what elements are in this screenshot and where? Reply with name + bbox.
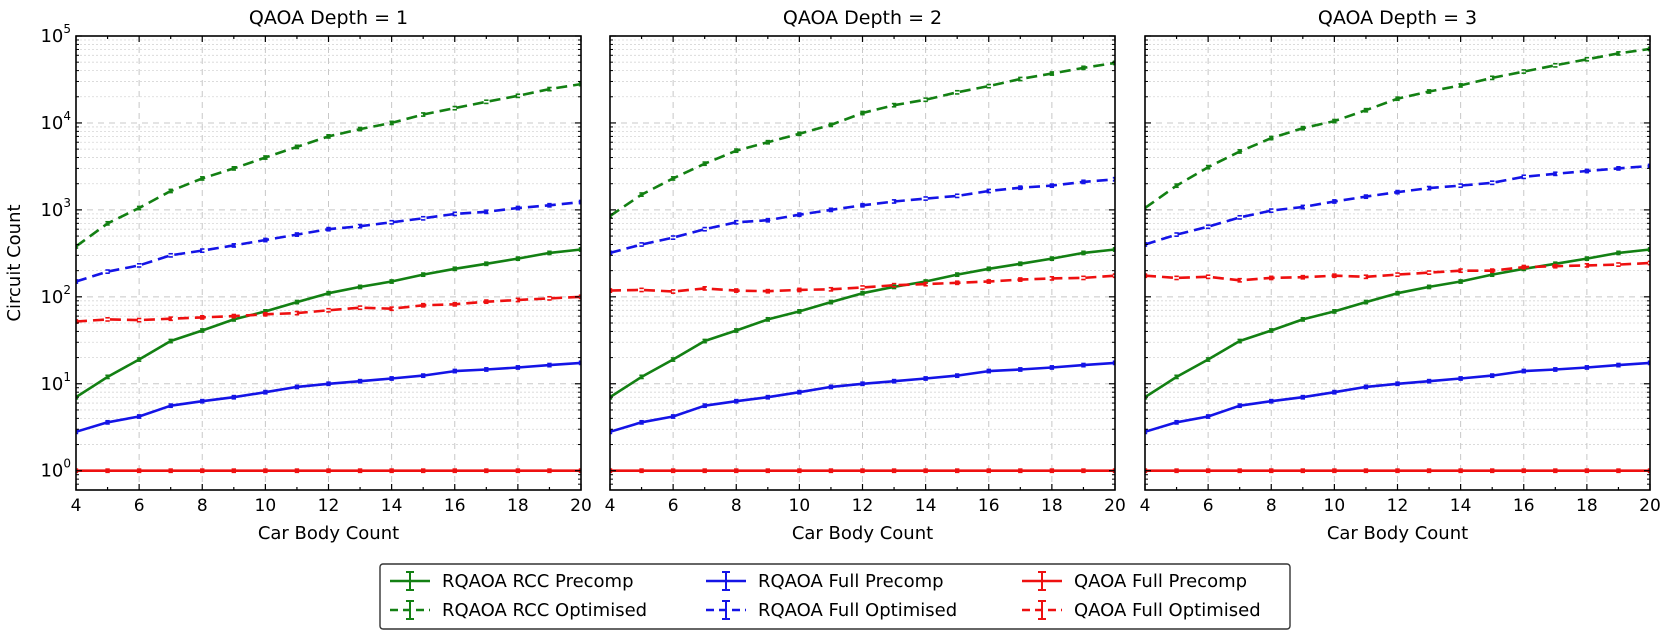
series-line-full-pre [1145,361,1650,434]
chart-panel-3: 4 6 8 10 12 14 16 18 20 QAOA Depth = 3 Car Body Co… [1140,7,1660,544]
series-line-rcc-opt [1145,47,1650,210]
series-line-full-pre [76,361,581,434]
series-group [76,81,581,474]
x-tick-label: 18 [507,496,529,516]
panel-title: QAOA Depth = 2 [783,7,942,29]
x-tick-label: 12 [318,496,340,516]
legend-entry-label: RQAOA RCC Optimised [442,600,647,621]
x-tick-label: 4 [1140,496,1151,516]
x-tick-label: 12 [852,496,874,516]
x-tick-label: 16 [444,496,466,516]
x-tick-label: 4 [605,496,616,516]
series-line-rcc-opt [76,82,581,248]
legend-entry-label: QAOA Full Precomp [1074,571,1247,592]
x-tick-label: 18 [1576,496,1598,516]
legend-frame [379,563,1291,630]
x-tick-label: 16 [978,496,1000,516]
x-tick-label: 6 [1203,496,1214,516]
panel-title: QAOA Depth = 1 [249,7,408,29]
series-line-full-opt [610,178,1115,255]
y-tick-label: 104 [40,109,71,134]
x-tick-label: 4 [71,496,82,516]
series-line-full-pre [610,361,1115,434]
x-axis-label: Car Body Count [1327,523,1468,544]
x-tick-label: 8 [197,496,208,516]
x-tick-label: 20 [1104,496,1126,516]
series-group [1145,46,1650,474]
x-tick-label: 12 [1387,496,1409,516]
x-tick-label: 20 [570,496,592,516]
x-tick-label: 10 [789,496,811,516]
panel-title: QAOA Depth = 3 [1318,7,1477,29]
chart-panel-2: 4 6 8 10 12 14 16 18 20 QAOA Depth = 2 Car Body Co… [605,7,1126,544]
series-line-rcc-pre [1145,248,1650,399]
y-tick-label: 103 [40,196,71,221]
x-tick-label: 18 [1041,496,1063,516]
x-tick-label: 10 [255,496,277,516]
series-group [610,60,1115,474]
legend: RQAOA RCC Precomp RQAOA Full Precomp QAOA … [379,563,1291,630]
legend-entry-label: RQAOA Full Precomp [758,571,944,592]
x-axis-label: Car Body Count [258,523,399,544]
x-tick-label: 14 [1450,496,1472,516]
y-tick-label: 101 [40,370,71,395]
x-tick-label: 10 [1324,496,1346,516]
x-tick-label: 6 [668,496,679,516]
x-tick-label: 6 [134,496,145,516]
y-tick-label: 100 [40,457,71,482]
y-axis-label: Circuit Count [4,204,25,321]
x-tick-label: 14 [381,496,403,516]
x-tick-label: 16 [1513,496,1535,516]
series-line-full-opt [76,200,581,283]
x-tick-label: 8 [1266,496,1277,516]
series-line-rcc-pre [76,248,581,399]
series-line-rcc-opt [610,61,1115,218]
series-line-rcc-pre [610,248,1115,399]
legend-entry-label: QAOA Full Optimised [1074,600,1261,621]
chart-panel-1: 4 6 8 10 12 14 16 18 20 100 101 102 103 104 105 Circuit… [4,7,592,544]
legend-entry-label: RQAOA RCC Precomp [442,571,634,592]
x-tick-label: 14 [915,496,937,516]
x-tick-label: 8 [731,496,742,516]
legend-entry-label: RQAOA Full Optimised [758,600,957,621]
x-tick-label: 20 [1639,496,1660,516]
series-line-full-opt [1145,164,1650,246]
x-axis-label: Car Body Count [792,523,933,544]
y-tick-label: 102 [40,283,71,308]
y-tick-label: 105 [40,22,71,47]
